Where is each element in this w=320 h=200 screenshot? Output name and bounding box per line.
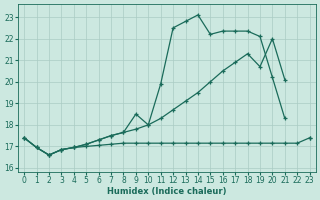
X-axis label: Humidex (Indice chaleur): Humidex (Indice chaleur) (107, 187, 227, 196)
